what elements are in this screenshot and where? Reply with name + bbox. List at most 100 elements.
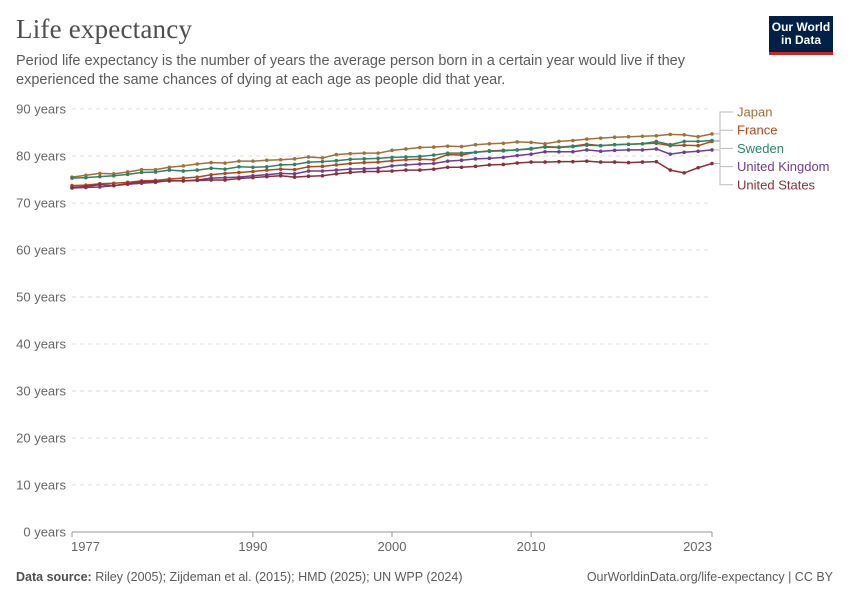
data-point-united-states <box>626 160 631 165</box>
data-point-united-kingdom <box>431 161 436 166</box>
data-point-japan <box>557 139 561 144</box>
data-point-sweden <box>529 146 533 151</box>
data-point-france <box>209 173 213 177</box>
data-point-united-states <box>264 174 269 179</box>
data-point-japan <box>668 132 673 137</box>
data-point-united-kingdom <box>473 157 478 161</box>
data-point-japan <box>320 156 325 160</box>
data-point-sweden <box>710 138 714 143</box>
data-point-japan <box>181 164 186 168</box>
data-point-united-states <box>223 178 227 182</box>
data-point-sweden <box>125 172 130 177</box>
data-point-sweden <box>264 165 269 169</box>
data-point-united-states <box>418 168 422 172</box>
data-point-japan <box>543 141 547 146</box>
data-point-united-states <box>696 165 700 170</box>
data-point-united-states <box>543 160 547 164</box>
data-point-sweden <box>473 150 478 155</box>
data-point-united-states <box>111 183 116 188</box>
data-point-sweden <box>584 143 589 147</box>
data-point-france <box>404 157 408 162</box>
logo-line-2: in Data <box>780 33 821 47</box>
data-point-france <box>418 157 422 162</box>
data-point-france <box>181 176 186 180</box>
series-line-united-kingdom <box>71 148 713 189</box>
y-tick-label: 30 years <box>16 384 66 399</box>
data-point-sweden <box>640 141 645 146</box>
data-point-sweden <box>696 139 700 144</box>
data-point-united-states <box>70 185 74 190</box>
data-point-japan <box>710 132 714 136</box>
data-point-united-states <box>195 178 200 183</box>
data-point-united-states <box>473 164 478 169</box>
data-point-sweden <box>167 168 172 172</box>
data-point-united-kingdom <box>487 156 492 161</box>
data-point-united-states <box>431 167 436 171</box>
data-point-united-states <box>487 163 492 167</box>
data-point-united-kingdom <box>445 159 450 163</box>
data-point-united-states <box>292 175 297 179</box>
data-point-france <box>237 170 241 175</box>
data-source: Data source: Riley (2005); Zijdeman et a… <box>16 570 463 584</box>
data-point-japan <box>376 151 380 155</box>
data-point-japan <box>404 147 408 151</box>
data-point-united-states <box>251 175 255 180</box>
data-point-france <box>278 167 283 171</box>
chart-subtitle: Period life expectancy is the number of … <box>16 53 685 88</box>
data-point-united-states <box>209 178 213 182</box>
data-point-sweden <box>111 173 116 178</box>
x-tick-label: 2023 <box>683 539 712 554</box>
data-point-united-states <box>153 179 158 184</box>
data-point-france <box>223 171 227 176</box>
y-tick-label: 70 years <box>16 196 66 211</box>
data-point-japan <box>598 136 603 140</box>
data-point-sweden <box>501 149 506 153</box>
data-point-japan <box>278 157 283 162</box>
data-point-japan <box>306 155 311 159</box>
data-point-japan <box>501 141 506 146</box>
data-point-united-kingdom <box>557 149 561 154</box>
url-license[interactable]: OurWorldinData.org/life-expectancy | CC … <box>586 570 833 584</box>
data-point-united-states <box>306 174 311 179</box>
data-point-united-kingdom <box>501 155 506 160</box>
data-point-france <box>251 169 255 174</box>
data-point-sweden <box>557 145 561 150</box>
data-point-japan <box>223 161 227 165</box>
data-point-united-states <box>84 184 88 189</box>
data-point-united-states <box>98 182 102 187</box>
y-tick-label: 40 years <box>16 337 66 352</box>
data-point-sweden <box>612 142 617 147</box>
data-point-united-kingdom <box>404 163 408 167</box>
data-point-united-kingdom <box>529 152 533 156</box>
data-point-france <box>431 157 436 162</box>
data-point-united-kingdom <box>682 150 686 155</box>
data-point-united-kingdom <box>390 164 394 168</box>
data-point-japan <box>459 144 464 149</box>
data-point-japan <box>98 171 102 176</box>
data-point-sweden <box>543 145 547 149</box>
data-point-united-kingdom <box>362 166 366 171</box>
data-point-united-kingdom <box>418 162 422 166</box>
data-point-japan <box>431 145 436 149</box>
data-point-united-states <box>139 180 144 184</box>
chart-title: Life expectancy <box>16 14 193 44</box>
data-point-united-kingdom <box>640 148 645 152</box>
data-point-japan <box>626 134 631 139</box>
y-tick-label: 20 years <box>16 431 66 446</box>
data-point-france <box>348 161 353 166</box>
data-point-japan <box>237 159 241 163</box>
legend-label-france: France <box>737 123 777 138</box>
data-point-united-states <box>668 168 673 172</box>
data-point-france <box>264 168 269 172</box>
legend-connector-sweden <box>714 139 733 149</box>
x-tick-label: 2010 <box>517 539 546 554</box>
y-tick-label: 60 years <box>16 243 66 258</box>
data-point-japan <box>682 133 686 137</box>
data-point-japan <box>473 142 478 147</box>
legend-connector-france <box>714 129 733 142</box>
data-point-united-kingdom <box>571 149 575 154</box>
data-point-united-kingdom <box>292 172 297 176</box>
owid-logo[interactable]: Our World in Data <box>769 16 833 55</box>
data-point-sweden <box>404 155 408 159</box>
data-point-united-states <box>640 160 645 164</box>
